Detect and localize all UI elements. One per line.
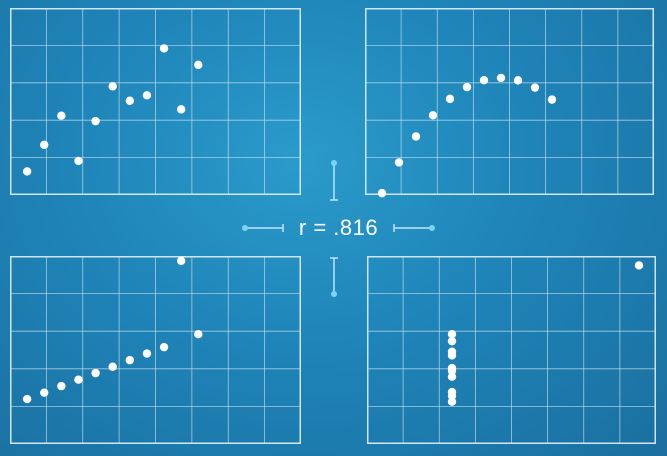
data-points — [22, 44, 203, 176]
scatter-panel-4 — [367, 256, 656, 444]
scatter-plot-4 — [367, 256, 656, 444]
data-points — [22, 256, 203, 404]
connector-top — [330, 160, 338, 201]
data-point — [194, 60, 203, 70]
data-point — [22, 394, 32, 404]
data-point — [547, 95, 557, 104]
data-point — [142, 349, 152, 358]
scatter-plot-1 — [10, 8, 301, 195]
data-point — [377, 188, 387, 198]
data-point — [91, 368, 100, 378]
data-point — [447, 330, 457, 339]
grid — [10, 256, 301, 444]
data-point — [40, 140, 49, 150]
data-point — [159, 44, 169, 53]
scatter-panel-2 — [365, 8, 654, 198]
data-point — [462, 82, 472, 92]
data-point — [108, 362, 117, 371]
data-point — [634, 261, 644, 270]
data-point — [411, 132, 421, 141]
data-point — [176, 105, 186, 114]
data-point — [479, 75, 489, 85]
data-point — [159, 342, 169, 352]
data-point — [74, 375, 83, 384]
data-point — [57, 111, 66, 120]
data-point — [74, 156, 83, 166]
grid — [365, 8, 654, 195]
grid — [10, 8, 301, 195]
data-point — [91, 116, 100, 126]
data-point — [57, 381, 66, 391]
data-point — [125, 355, 135, 365]
scatter-plot-3 — [10, 256, 301, 444]
scatter-panel-1 — [10, 8, 301, 195]
data-point — [125, 96, 135, 105]
data-point — [447, 336, 457, 346]
data-point — [40, 388, 49, 397]
connector-bottom — [330, 257, 338, 297]
data-point — [447, 397, 457, 406]
data-point — [108, 82, 117, 91]
data-point — [447, 372, 457, 381]
data-point — [142, 91, 152, 100]
scatter-panel-3 — [10, 256, 301, 444]
scatter-plot-2 — [365, 8, 654, 198]
data-point — [428, 111, 438, 120]
data-point — [445, 94, 455, 104]
data-points — [377, 73, 557, 198]
data-point — [447, 347, 457, 356]
data-point — [394, 158, 404, 167]
data-point — [176, 256, 186, 266]
data-point — [194, 330, 203, 339]
data-point — [447, 387, 457, 397]
data-points — [447, 261, 644, 406]
data-point — [530, 83, 540, 92]
data-point — [496, 73, 506, 83]
grid — [367, 256, 656, 444]
correlation-label: r = .816 — [298, 215, 379, 240]
data-point — [513, 76, 523, 85]
data-point — [22, 167, 32, 176]
data-point — [447, 363, 457, 373]
